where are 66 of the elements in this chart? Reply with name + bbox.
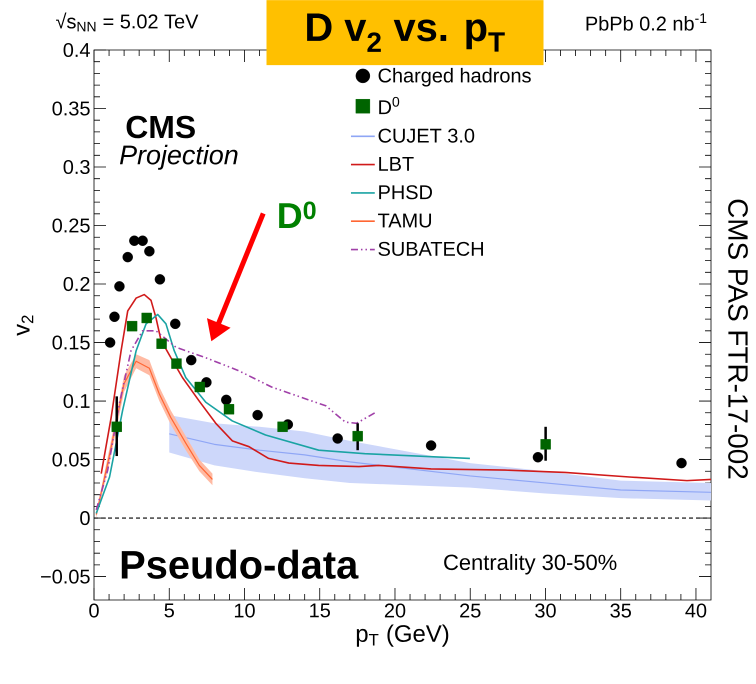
annotation: D$^{0}$	[279, 201, 316, 228]
line-series	[95, 314, 471, 514]
line-series	[100, 294, 712, 482]
point	[252, 410, 263, 420]
point	[126, 320, 138, 332]
text: PbPb 0.2 nb$^{-1}$	[586, 13, 706, 31]
annotation: Pseudo-data	[122, 550, 359, 579]
point	[170, 318, 180, 330]
legend-label: D$^{0}$	[379, 96, 400, 114]
y-tick-label: 0.35	[52, 101, 90, 116]
point	[277, 422, 288, 432]
x-tick-label: 0	[89, 604, 99, 618]
x-axis-title: p$_{T}$ (GeV)	[356, 624, 448, 647]
legend-label: LBT	[379, 157, 414, 171]
point	[144, 246, 155, 256]
x-tick-label: 30	[535, 604, 556, 618]
legend-label: SUBATECH	[378, 242, 483, 256]
y-tick-label: −0.05	[41, 570, 90, 584]
annotation: CMS	[126, 116, 195, 138]
point	[114, 281, 125, 292]
legend-label: CUJET 3.0	[378, 128, 474, 143]
x-tick-label: 40	[685, 604, 706, 618]
point	[540, 439, 551, 450]
x-tick-label: 20	[384, 604, 406, 618]
y-tick-label: 0.2	[64, 276, 90, 292]
point	[141, 312, 152, 324]
y-tick-label: 0.4	[64, 42, 90, 58]
point	[532, 452, 544, 462]
x-tick-label: 15	[310, 604, 330, 618]
point	[137, 236, 148, 246]
x-tick-label: 35	[610, 604, 631, 618]
point	[122, 252, 133, 262]
x-tick-label: 10	[234, 604, 255, 618]
point	[224, 404, 234, 414]
point	[171, 358, 182, 369]
point	[352, 430, 363, 442]
legend-label: Charged hadrons	[378, 68, 531, 87]
y-tick-label: 0.3	[64, 160, 90, 174]
annotation: Projection	[120, 144, 238, 170]
point	[676, 458, 687, 468]
point	[186, 354, 196, 366]
y-tick-label: 0.05	[52, 452, 90, 467]
point	[104, 337, 116, 348]
point	[109, 312, 120, 322]
y-axis-title: v$_{2}$	[16, 315, 34, 336]
point	[156, 338, 167, 349]
annotation: Centrality 30-50%	[444, 554, 616, 574]
legend-label: TAMU	[378, 214, 432, 228]
line-series	[168, 433, 712, 493]
point	[194, 382, 205, 392]
text: CMS PAS FTR-17-002	[728, 200, 748, 478]
chart-title: D v$_{2}$ vs. p$_{T}$	[307, 14, 505, 52]
y-tick-label: 0.1	[64, 394, 90, 408]
y-tick-label: 0.15	[52, 335, 90, 350]
point	[221, 394, 232, 406]
point	[154, 274, 166, 285]
point	[332, 433, 343, 444]
y-tick-label: 0	[80, 511, 90, 526]
text: √s$_{NN}$ = 5.02 TeV	[56, 12, 198, 32]
x-tick-label: 25	[460, 604, 480, 618]
legend-label: PHSD	[379, 185, 432, 200]
point	[112, 422, 122, 432]
x-tick-label: 5	[164, 604, 174, 618]
line-series	[95, 330, 378, 511]
y-tick-label: 0.25	[52, 218, 90, 233]
point	[426, 440, 436, 451]
